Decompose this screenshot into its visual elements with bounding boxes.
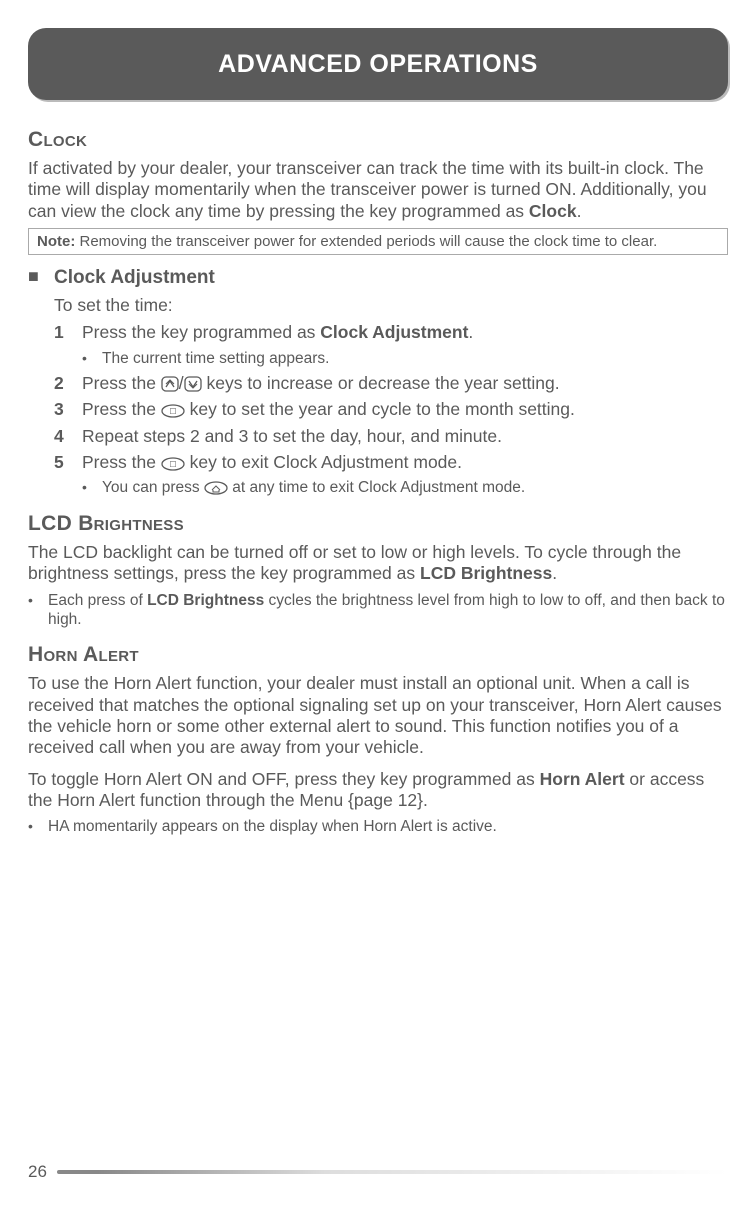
clock-adjust-intro: To set the time: bbox=[54, 295, 728, 316]
square-marker-icon: ■ bbox=[28, 267, 54, 285]
step-3: 3 Press the ☐ key to set the year and cy… bbox=[54, 399, 728, 420]
step-1-sub: • The current time setting appears. bbox=[82, 349, 728, 368]
clock-adjust-block: To set the time: 1 Press the key program… bbox=[54, 295, 728, 498]
horn-bullet-text: HA momentarily appears on the display wh… bbox=[48, 817, 497, 836]
step3-a: Press the bbox=[82, 399, 161, 419]
step-1: 1 Press the key programmed as Clock Adju… bbox=[54, 322, 728, 343]
section-heading-horn: Horn Alert bbox=[28, 643, 728, 667]
horn-p2-b: Horn Alert bbox=[540, 769, 625, 789]
step1-sub-text: The current time setting appears. bbox=[102, 349, 329, 368]
lcd-body-c: . bbox=[552, 563, 557, 583]
step2-b: keys to increase or decrease the year se… bbox=[202, 373, 560, 393]
step-num-1: 1 bbox=[54, 322, 82, 343]
step1-a: Press the key programmed as bbox=[82, 322, 320, 342]
step-3-text: Press the ☐ key to set the year and cycl… bbox=[82, 399, 575, 420]
footer-divider bbox=[57, 1170, 728, 1174]
step-2: 2 Press the / keys to increase or decrea… bbox=[54, 373, 728, 394]
clock-intro: If activated by your dealer, your transc… bbox=[28, 158, 728, 222]
horn-p1: To use the Horn Alert function, your dea… bbox=[28, 673, 728, 758]
page-header-title: ADVANCED OPERATIONS bbox=[218, 50, 538, 79]
step1-c: . bbox=[468, 322, 473, 342]
step-1-text: Press the key programmed as Clock Adjust… bbox=[82, 322, 473, 343]
step3-b: key to set the year and cycle to the mon… bbox=[185, 399, 575, 419]
home-key-icon bbox=[204, 481, 228, 495]
note-label: Note: bbox=[37, 233, 75, 250]
step-num-5: 5 bbox=[54, 452, 82, 473]
subsection-row-clock-adjust: ■ Clock Adjustment bbox=[28, 267, 728, 289]
lcd-bullet: • Each press of LCD Brightness cycles th… bbox=[28, 591, 728, 630]
step-num-4: 4 bbox=[54, 426, 82, 447]
lcd-body: The LCD backlight can be turned off or s… bbox=[28, 542, 728, 585]
step1-b: Clock Adjustment bbox=[320, 322, 468, 342]
step5-sub-a: You can press bbox=[102, 479, 204, 496]
step-5: 5 Press the ☐ key to exit Clock Adjustme… bbox=[54, 452, 728, 473]
svg-text:☐: ☐ bbox=[169, 460, 176, 469]
step-5-sub: • You can press at any time to exit Cloc… bbox=[82, 478, 728, 497]
clock-note-box: Note: Removing the transceiver power for… bbox=[28, 228, 728, 255]
step5-sub-b: at any time to exit Clock Adjustment mod… bbox=[228, 479, 525, 496]
clock-intro-a: If activated by your dealer, your transc… bbox=[28, 158, 707, 221]
step-4: 4 Repeat steps 2 and 3 to set the day, h… bbox=[54, 426, 728, 447]
clock-intro-c: . bbox=[577, 201, 582, 221]
step5-a: Press the bbox=[82, 452, 161, 472]
clock-intro-bold: Clock bbox=[529, 201, 577, 221]
section-heading-clock: Clock bbox=[28, 128, 728, 152]
bullet-icon: • bbox=[82, 478, 102, 496]
step-num-2: 2 bbox=[54, 373, 82, 394]
lcd-body-a: The LCD backlight can be turned off or s… bbox=[28, 542, 681, 583]
step5-b: key to exit Clock Adjustment mode. bbox=[185, 452, 462, 472]
step-num-3: 3 bbox=[54, 399, 82, 420]
oval-key-icon: ☐ bbox=[161, 404, 185, 418]
bullet-icon: • bbox=[28, 591, 48, 609]
horn-bullet: • HA momentarily appears on the display … bbox=[28, 817, 728, 836]
svg-text:☐: ☐ bbox=[169, 407, 176, 416]
subsection-heading-clock-adjust: Clock Adjustment bbox=[54, 267, 215, 289]
lcd-bullet-a: Each press of bbox=[48, 592, 147, 609]
bullet-icon: • bbox=[28, 817, 48, 835]
horn-p2: To toggle Horn Alert ON and OFF, press t… bbox=[28, 769, 728, 812]
step-5-text: Press the ☐ key to exit Clock Adjustment… bbox=[82, 452, 462, 473]
page-header-banner: ADVANCED OPERATIONS bbox=[28, 28, 728, 100]
step-2-text: Press the / keys to increase or decrease… bbox=[82, 373, 560, 394]
step2-a: Press the bbox=[82, 373, 161, 393]
section-heading-lcd: LCD Brightness bbox=[28, 512, 728, 536]
step-4-text: Repeat steps 2 and 3 to set the day, hou… bbox=[82, 426, 502, 447]
down-key-icon bbox=[184, 376, 202, 392]
page-footer: 26 bbox=[28, 1162, 728, 1182]
horn-p2-a: To toggle Horn Alert ON and OFF, press t… bbox=[28, 769, 540, 789]
bullet-icon: • bbox=[82, 349, 102, 367]
lcd-body-b: LCD Brightness bbox=[420, 563, 552, 583]
lcd-bullet-b: LCD Brightness bbox=[147, 592, 264, 609]
page-number: 26 bbox=[28, 1162, 47, 1182]
oval-key-icon-2: ☐ bbox=[161, 457, 185, 471]
up-key-icon bbox=[161, 376, 179, 392]
lcd-bullet-text: Each press of LCD Brightness cycles the … bbox=[48, 591, 728, 630]
note-text: Removing the transceiver power for exten… bbox=[75, 233, 657, 250]
step5-sub-text: You can press at any time to exit Clock … bbox=[102, 478, 525, 497]
